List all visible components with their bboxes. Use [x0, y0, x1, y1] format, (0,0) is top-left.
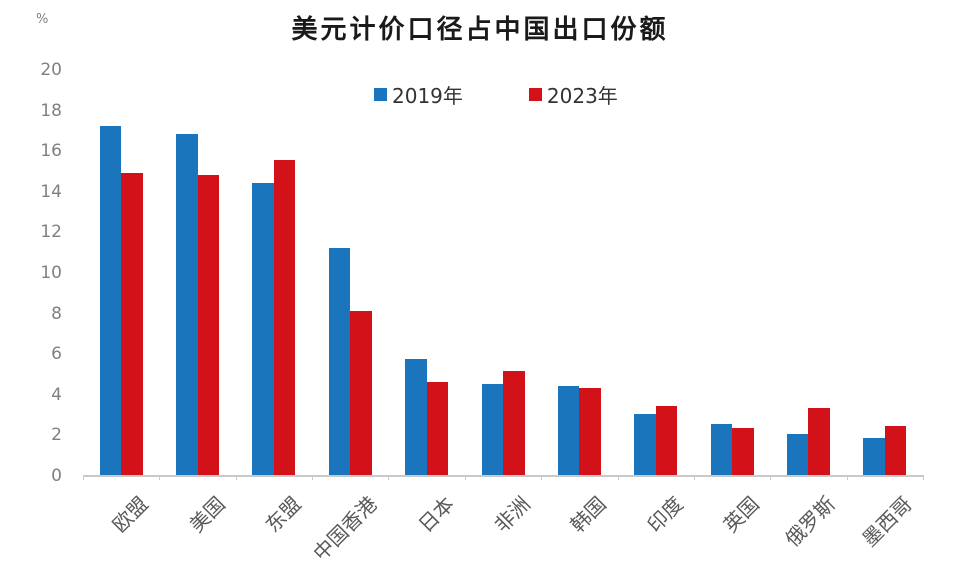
chart-title: 美元计价口径占中国出口份额 — [291, 15, 669, 45]
bar-2023年-美国 — [197, 174, 220, 475]
x-axis-tick — [770, 475, 772, 480]
y-axis-tick-label: 2 — [51, 425, 62, 446]
legend-label-2023: 2023年 — [546, 83, 618, 108]
bar-2019年-印度 — [634, 414, 656, 475]
bar-2019年-美国 — [176, 133, 198, 475]
x-axis-category-label: 日本 — [413, 491, 459, 538]
x-axis-tick — [388, 475, 390, 480]
x-axis-category-label: 英国 — [718, 491, 764, 538]
x-axis-tick — [541, 475, 543, 480]
bar-2019年-日本 — [405, 359, 427, 475]
y-axis-tick-label: 8 — [51, 303, 62, 324]
bar-2023年-欧盟 — [121, 172, 143, 475]
x-axis-tick — [846, 475, 848, 480]
x-axis-category-label: 墨西哥 — [857, 491, 917, 552]
legend-swatch-2023-icon — [528, 87, 542, 101]
y-axis-unit-label: % — [36, 12, 49, 27]
x-axis-category-label: 非洲 — [489, 491, 535, 538]
x-axis-category-label: 韩国 — [565, 491, 612, 538]
x-axis-category-label: 欧盟 — [107, 491, 153, 538]
bar-2019年-欧盟 — [99, 125, 122, 475]
x-axis-category-label: 印度 — [642, 491, 688, 538]
x-axis-category-label: 美国 — [184, 491, 230, 538]
x-axis-tick — [159, 475, 161, 480]
y-axis-tick-label: 20 — [40, 60, 62, 80]
bar-2023年-东盟 — [273, 160, 296, 475]
x-axis-tick — [464, 475, 466, 480]
x-axis-category-label: 俄罗斯 — [780, 491, 841, 552]
y-axis-tick-label: 0 — [51, 466, 62, 486]
x-axis-tick — [617, 475, 619, 480]
y-axis-tick-label: 14 — [40, 181, 62, 202]
x-axis-category-label: 东盟 — [260, 491, 306, 538]
y-axis-tick-label: 4 — [51, 384, 62, 405]
bar-2023年-韩国 — [579, 387, 601, 475]
bar-2023年-俄罗斯 — [808, 408, 830, 475]
bar-2023年-印度 — [655, 405, 678, 475]
legend-label-2019: 2019年 — [392, 83, 463, 108]
x-axis-tick — [235, 475, 237, 480]
bar-2023年-日本 — [426, 381, 449, 475]
bar-2023年-墨西哥 — [884, 426, 907, 475]
y-axis-tick-label: 12 — [40, 222, 62, 243]
legend-item-2019: 2019年 — [374, 80, 463, 109]
y-axis-tick-label: 16 — [40, 141, 62, 162]
legend-item-2023: 2023年 — [528, 80, 618, 109]
x-axis-tick — [693, 475, 695, 480]
bar-2019年-韩国 — [557, 385, 580, 475]
y-axis-tick-label: 18 — [40, 100, 62, 121]
x-axis-category-label: 中国香港 — [308, 491, 383, 566]
bar-2019年-非洲 — [481, 383, 503, 475]
bar-2019年-英国 — [710, 424, 733, 475]
y-axis-tick-label: 10 — [40, 263, 62, 283]
bar-2023年-英国 — [732, 428, 754, 475]
bar-2019年-墨西哥 — [863, 438, 885, 475]
plot-area: 欧盟 美国 东盟 中国香港 日本 非洲 韩国 印度 英国 俄罗斯 墨西哥 — [83, 69, 924, 565]
x-axis-tick — [83, 475, 84, 480]
bar-2019年-东盟 — [252, 182, 274, 475]
legend-swatch-2019-icon — [374, 87, 387, 101]
x-axis-tick — [923, 475, 924, 480]
bar-2019年-中国香港 — [328, 247, 351, 475]
bar-2023年-非洲 — [503, 371, 525, 475]
bar-2023年-中国香港 — [350, 310, 372, 475]
y-axis-tick-label: 6 — [51, 344, 62, 365]
x-axis-tick — [312, 475, 314, 480]
legend: 2019年 2023年 — [374, 80, 618, 109]
bar-2019年-俄罗斯 — [786, 434, 809, 475]
